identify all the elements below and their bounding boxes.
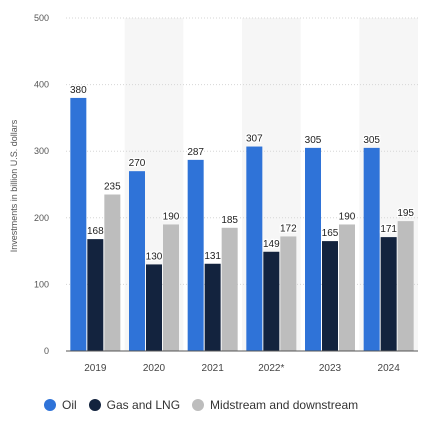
- data-label: 305: [363, 135, 380, 146]
- bar[interactable]: [246, 146, 263, 351]
- data-label: 190: [339, 211, 356, 222]
- x-tick-label: 2021: [202, 363, 225, 374]
- data-label: 380: [70, 85, 87, 96]
- y-tick-label: 400: [34, 80, 49, 90]
- bar[interactable]: [363, 147, 380, 351]
- y-tick-label: 100: [34, 279, 49, 289]
- bar[interactable]: [204, 263, 221, 351]
- x-tick-label: 2022*: [258, 363, 284, 374]
- x-tick-label: 2019: [84, 363, 107, 374]
- data-label: 130: [146, 251, 163, 262]
- legend-label-oil: Oil: [62, 398, 77, 412]
- y-tick-label: 200: [34, 213, 49, 223]
- y-tick-label: 0: [44, 346, 49, 356]
- legend: Oil Gas and LNG Midstream and downstream: [44, 398, 370, 412]
- y-axis-label: Investments in billion U.S. dollars: [9, 119, 19, 252]
- bar[interactable]: [87, 239, 104, 351]
- legend-label-midstream-downstream: Midstream and downstream: [210, 398, 359, 412]
- data-label: 165: [322, 228, 339, 239]
- x-tick-label: 2023: [319, 363, 342, 374]
- data-label: 171: [380, 224, 397, 235]
- y-axis-ticks: 0 100 200 300 400 500: [34, 13, 49, 356]
- bar[interactable]: [104, 194, 121, 351]
- data-label: 307: [246, 134, 263, 145]
- legend-item-oil[interactable]: Oil: [44, 398, 77, 412]
- data-label: 195: [397, 208, 414, 219]
- bar[interactable]: [263, 251, 280, 351]
- bar[interactable]: [146, 264, 162, 351]
- bar[interactable]: [305, 147, 321, 351]
- data-label: 235: [104, 181, 121, 192]
- data-label: 185: [221, 215, 238, 226]
- bar[interactable]: [70, 97, 87, 351]
- legend-item-midstream-downstream[interactable]: Midstream and downstream: [192, 398, 358, 412]
- legend-marker-oil: [44, 399, 56, 411]
- y-tick-label: 300: [34, 146, 49, 156]
- data-label: 149: [263, 239, 280, 250]
- data-label: 287: [187, 147, 204, 158]
- legend-item-gas-lng[interactable]: Gas and LNG: [88, 398, 181, 412]
- x-tick-label: 2024: [378, 363, 401, 374]
- bar[interactable]: [187, 159, 204, 351]
- bar[interactable]: [322, 241, 338, 351]
- data-label: 131: [204, 251, 221, 262]
- bar[interactable]: [380, 237, 397, 351]
- bar[interactable]: [339, 224, 355, 351]
- bar[interactable]: [163, 224, 179, 351]
- bar[interactable]: [280, 236, 297, 351]
- data-label: 168: [87, 226, 104, 237]
- data-label: 190: [163, 211, 180, 222]
- legend-marker-gas-lng: [88, 399, 101, 411]
- data-label: 270: [129, 158, 146, 169]
- data-label: 172: [280, 223, 297, 234]
- bar[interactable]: [397, 221, 414, 351]
- x-tick-label: 2020: [143, 363, 166, 374]
- bar[interactable]: [221, 227, 238, 351]
- bar[interactable]: [129, 171, 145, 351]
- data-label: 305: [305, 135, 322, 146]
- legend-marker-midstream-downstream: [192, 399, 205, 411]
- category-bands: [124, 18, 418, 351]
- legend-label-gas-lng: Gas and LNG: [106, 398, 181, 412]
- y-tick-label: 500: [34, 13, 49, 23]
- x-axis-ticks: 2019 2020 2021 2022* 2023 2024: [84, 363, 400, 374]
